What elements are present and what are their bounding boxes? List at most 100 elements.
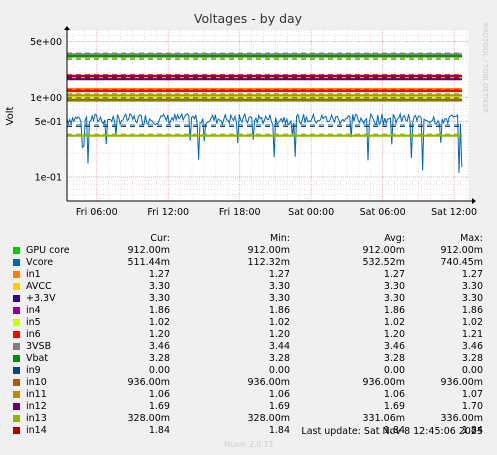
y-axis-label: Volt <box>5 106 16 125</box>
legend-max-value: 3.28 <box>461 353 483 364</box>
x-tick-label: Sat 12:00 <box>431 207 477 218</box>
legend-max-value: 0.00 <box>461 365 483 376</box>
legend-series-name: in10 <box>26 377 47 388</box>
legend-avg-value: 1.84 <box>383 425 405 436</box>
legend-avg-value: 1.69 <box>383 401 405 412</box>
legend-avg-value: 3.46 <box>383 341 405 352</box>
legend-avg-value: 1.02 <box>383 317 405 328</box>
legend-series-name: AVCC <box>26 281 52 292</box>
legend-max-value: 1.84 <box>461 425 483 436</box>
legend-avg-value: 532.52m <box>362 257 406 268</box>
header-avg: Avg: <box>384 233 405 244</box>
legend-series-name: in13 <box>26 413 47 424</box>
legend-row-in4: in4 1.86 1.86 1.86 1.86 <box>0 305 497 317</box>
legend-row-Vcore: Vcore 511.44m 112.32m 532.52m 740.45m <box>0 257 497 269</box>
legend-cur-value: 3.30 <box>148 281 170 292</box>
legend-min-value: 912.00m <box>247 245 291 256</box>
rrdtool-side-label: RRDTOOL / TOBI OETIKER <box>481 23 489 113</box>
legend-swatch <box>13 283 20 290</box>
legend-swatch <box>13 247 20 254</box>
legend-swatch <box>13 427 20 434</box>
legend-row-in10: in10 936.00m 936.00m 936.00m 936.00m <box>0 377 497 389</box>
legend-series-name: in5 <box>26 317 41 328</box>
legend-min-value: 1.06 <box>268 389 290 400</box>
legend-swatch <box>13 271 20 278</box>
legend-series-name: Vcore <box>26 257 54 268</box>
legend-cur-value: 1.69 <box>148 401 170 412</box>
legend-swatch <box>13 379 20 386</box>
legend-series-name: in14 <box>26 425 47 436</box>
legend-row-in6: in6 1.20 1.20 1.20 1.21 <box>0 329 497 341</box>
legend-cur-value: 936.00m <box>127 377 171 388</box>
legend-row-Vbat: Vbat 3.28 3.28 3.28 3.28 <box>0 353 497 365</box>
y-tick-label: 1e-01 <box>35 173 62 184</box>
legend-swatch <box>13 355 20 362</box>
legend-avg-value: 0.00 <box>383 365 405 376</box>
legend-cur-value: 1.02 <box>148 317 170 328</box>
legend-min-value: 1.84 <box>268 425 290 436</box>
legend-max-value: 3.46 <box>461 341 483 352</box>
chart-title: Voltages - by day <box>194 11 303 26</box>
legend-max-value: 1.07 <box>461 389 483 400</box>
legend-cur-value: 3.46 <box>148 341 170 352</box>
legend-cur-value: 0.00 <box>148 365 170 376</box>
munin-version: Munin 2.0.73 <box>223 440 274 449</box>
legend-row-in11: in11 1.06 1.06 1.06 1.07 <box>0 389 497 401</box>
legend-row-in1: in1 1.27 1.27 1.27 1.27 <box>0 269 497 281</box>
legend-swatch <box>13 367 20 374</box>
series-group <box>66 52 463 174</box>
legend-min-value: 1.02 <box>268 317 290 328</box>
legend-row-in14: in14 1.84 1.84 1.84 1.84 <box>0 425 497 437</box>
legend-max-value: 1.86 <box>461 305 483 316</box>
legend-swatch <box>13 307 20 314</box>
legend-avg-value: 1.20 <box>383 329 405 340</box>
legend-max-value: 3.30 <box>461 281 483 292</box>
legend-series-name: in11 <box>26 389 47 400</box>
legend-min-value: 3.30 <box>268 293 290 304</box>
legend-series-name: in9 <box>26 365 41 376</box>
header-cur: Cur: <box>150 233 170 244</box>
legend-min-value: 936.00m <box>247 377 291 388</box>
x-tick-label: Sat 00:00 <box>288 207 334 218</box>
x-axis-arrow <box>472 198 476 204</box>
legend-swatch <box>13 391 20 398</box>
legend-series-name: Vbat <box>26 353 49 364</box>
legend-avg-value: 1.06 <box>383 389 405 400</box>
y-axis-arrow <box>64 26 70 30</box>
legend-cur-value: 1.20 <box>148 329 170 340</box>
legend-series-name: +3.3V <box>26 293 56 304</box>
legend-avg-value: 3.30 <box>383 281 405 292</box>
legend-series-name: 3VSB <box>26 341 52 352</box>
legend-row-in9: in9 0.00 0.00 0.00 0.00 <box>0 365 497 377</box>
y-tick-label: 5e+00 <box>30 37 62 48</box>
legend-cur-value: 912.00m <box>127 245 171 256</box>
legend-avg-value: 331.06m <box>362 413 406 424</box>
tick-labels: 5e+00 1e+00 5e-01 1e-01 Fri 06:00 Fri 12:00 Fr… <box>30 37 477 218</box>
legend-row-+3.3V: +3.3V 3.30 3.30 3.30 3.30 <box>0 293 497 305</box>
legend-min-value: 3.28 <box>268 353 290 364</box>
legend-swatch <box>13 415 20 422</box>
x-tick-label: Fri 18:00 <box>219 207 261 218</box>
legend-cur-value: 1.27 <box>148 269 170 280</box>
series-line-Vcore <box>66 112 463 174</box>
legend-min-value: 112.32m <box>247 257 291 268</box>
legend-row-3VSB: 3VSB 3.46 3.44 3.46 3.46 <box>0 341 497 353</box>
legend-avg-value: 3.30 <box>383 293 405 304</box>
legend-cur-value: 328.00m <box>127 413 171 424</box>
legend-min-value: 1.27 <box>268 269 290 280</box>
legend-avg-value: 936.00m <box>362 377 406 388</box>
legend-header: Cur: Min: Avg: Max: <box>0 233 497 245</box>
legend-cur-value: 1.84 <box>148 425 170 436</box>
legend-cur-value: 1.06 <box>148 389 170 400</box>
legend-swatch <box>13 259 20 266</box>
legend-avg-value: 912.00m <box>362 245 406 256</box>
legend-swatch <box>13 343 20 350</box>
legend-max-value: 336.00m <box>440 413 484 424</box>
legend-avg-value: 3.28 <box>383 353 405 364</box>
x-tick-label: Fri 12:00 <box>147 207 189 218</box>
legend-max-value: 740.45m <box>440 257 484 268</box>
legend-max-value: 3.30 <box>461 293 483 304</box>
legend-swatch <box>13 319 20 326</box>
legend-series-name: in12 <box>26 401 47 412</box>
legend-row-in12: in12 1.69 1.69 1.69 1.70 <box>0 401 497 413</box>
